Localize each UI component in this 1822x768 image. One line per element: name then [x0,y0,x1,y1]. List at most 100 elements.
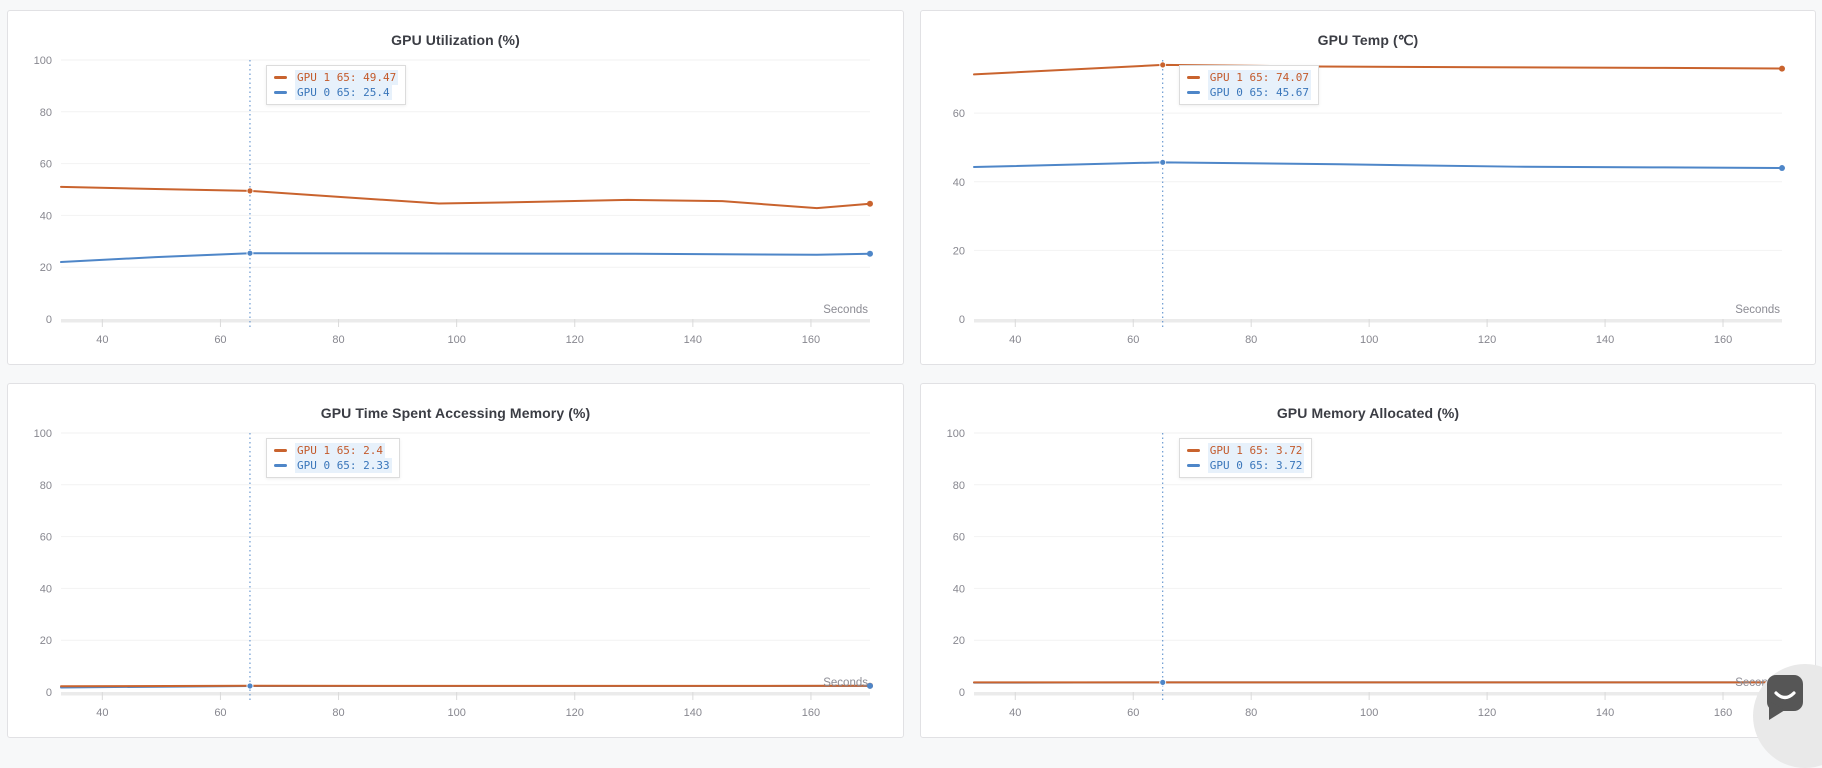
endpoint-marker [867,201,873,207]
tooltip-row: GPU 0 65: 45.67 [1187,85,1311,100]
endpoint-marker [1779,165,1785,171]
legend-dash-icon [1187,76,1200,79]
x-axis-line [974,319,1782,323]
chat-launcher-button[interactable] [1753,664,1822,768]
x-tick-label: 140 [684,334,702,346]
y-tick-label: 100 [34,428,52,440]
x-tick-label: 120 [1478,707,1496,719]
y-tick-label: 0 [959,314,965,326]
x-tick-label: 60 [214,334,226,346]
y-tick-label: 40 [40,583,52,595]
tooltip-value-text: GPU 0 65: 2.33 [295,458,392,473]
x-tick-label: 40 [1009,707,1021,719]
tooltip-row: GPU 1 65: 74.07 [1187,70,1311,85]
y-tick-label: 100 [34,55,52,67]
y-tick-label: 40 [40,210,52,222]
legend-dash-icon [1187,449,1200,452]
y-tick-label: 80 [953,480,965,492]
tooltip-value-text: GPU 1 65: 74.07 [1208,70,1311,85]
legend-dash-icon [274,449,287,452]
x-tick-label: 120 [1478,334,1496,346]
y-tick-label: 60 [40,159,52,171]
endpoint-marker [1779,66,1785,72]
y-tick-label: 0 [46,314,52,326]
x-tick-label: 60 [1127,334,1139,346]
x-axis-line [974,692,1782,696]
x-tick-label: 160 [802,707,820,719]
y-tick-label: 60 [953,532,965,544]
legend-dash-icon [1187,464,1200,467]
y-tick-label: 100 [947,428,965,440]
x-tick-label: 80 [1245,707,1257,719]
y-tick-label: 80 [40,480,52,492]
x-tick-label: 100 [447,707,465,719]
series-line-gpu-0 [974,162,1782,168]
x-tick-label: 120 [566,334,584,346]
x-tick-label: 140 [684,707,702,719]
legend-dash-icon [274,76,287,79]
x-tick-label: 160 [1714,707,1732,719]
y-tick-label: 0 [46,687,52,699]
x-axis-line [61,692,870,696]
endpoint-marker [867,251,873,257]
y-tick-label: 0 [959,687,965,699]
tooltip-value-text: GPU 1 65: 2.4 [295,443,385,458]
x-tick-label: 100 [1360,334,1378,346]
x-tick-label: 40 [96,707,108,719]
x-tick-label: 100 [447,334,465,346]
tooltip-row: GPU 0 65: 3.72 [1187,458,1305,473]
tooltip-row: GPU 1 65: 3.72 [1187,443,1305,458]
x-tick-label: 80 [1245,334,1257,346]
x-tick-label: 140 [1596,334,1614,346]
legend-dash-icon [274,464,287,467]
tooltip-value-text: GPU 0 65: 45.67 [1208,85,1311,100]
x-tick-label: 80 [332,707,344,719]
hover-marker [247,683,253,689]
x-tick-label: 40 [96,334,108,346]
x-axis-line [61,319,870,323]
chart-canvas[interactable]: 0 20 40 60 80 100 40 60 80 100 120 140 160 Seconds [8,11,903,364]
series-line-gpu-1 [61,187,870,208]
chat-bubble-icon [1765,673,1822,735]
x-tick-label: 140 [1596,707,1614,719]
tooltip-value-text: GPU 1 65: 49.47 [295,70,398,85]
tooltip-row: GPU 1 65: 2.4 [274,443,392,458]
x-tick-label: 160 [1714,334,1732,346]
tooltip-value-text: GPU 0 65: 25.4 [295,85,392,100]
series-line-gpu-1 [61,686,870,687]
tooltip-row: GPU 0 65: 2.33 [274,458,392,473]
legend-dash-icon [1187,91,1200,94]
tooltip-value-text: GPU 0 65: 3.72 [1208,458,1305,473]
x-axis-unit-label: Seconds [823,677,868,689]
y-tick-label: 20 [953,635,965,647]
x-axis-unit-label: Seconds [823,304,868,316]
legend-dash-icon [274,91,287,94]
y-tick-label: 60 [40,532,52,544]
y-tick-label: 20 [40,635,52,647]
y-tick-label: 80 [40,107,52,119]
hover-marker [247,188,253,194]
x-tick-label: 80 [332,334,344,346]
y-tick-label: 20 [40,262,52,274]
series-line-gpu-0 [61,253,870,262]
hover-marker [1160,159,1166,165]
tooltip-value-text: GPU 1 65: 3.72 [1208,443,1305,458]
x-tick-label: 100 [1360,707,1378,719]
hover-marker [247,250,253,256]
tooltip-row: GPU 0 65: 25.4 [274,85,398,100]
x-tick-label: 160 [802,334,820,346]
x-tick-label: 60 [214,707,226,719]
y-tick-label: 40 [953,177,965,189]
